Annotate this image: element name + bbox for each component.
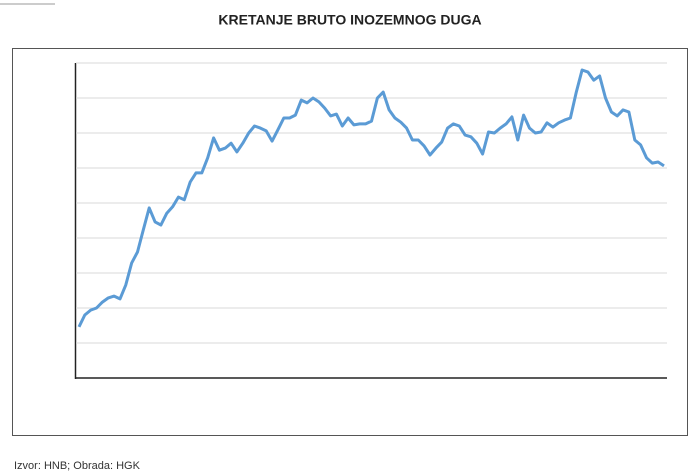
chart-title: KRETANJE BRUTO INOZEMNOG DUGA (218, 12, 481, 28)
chart-frame (12, 48, 688, 436)
data-line (77, 68, 665, 328)
source-note: Izvor: HNB; Obrada: HGK (14, 460, 141, 472)
